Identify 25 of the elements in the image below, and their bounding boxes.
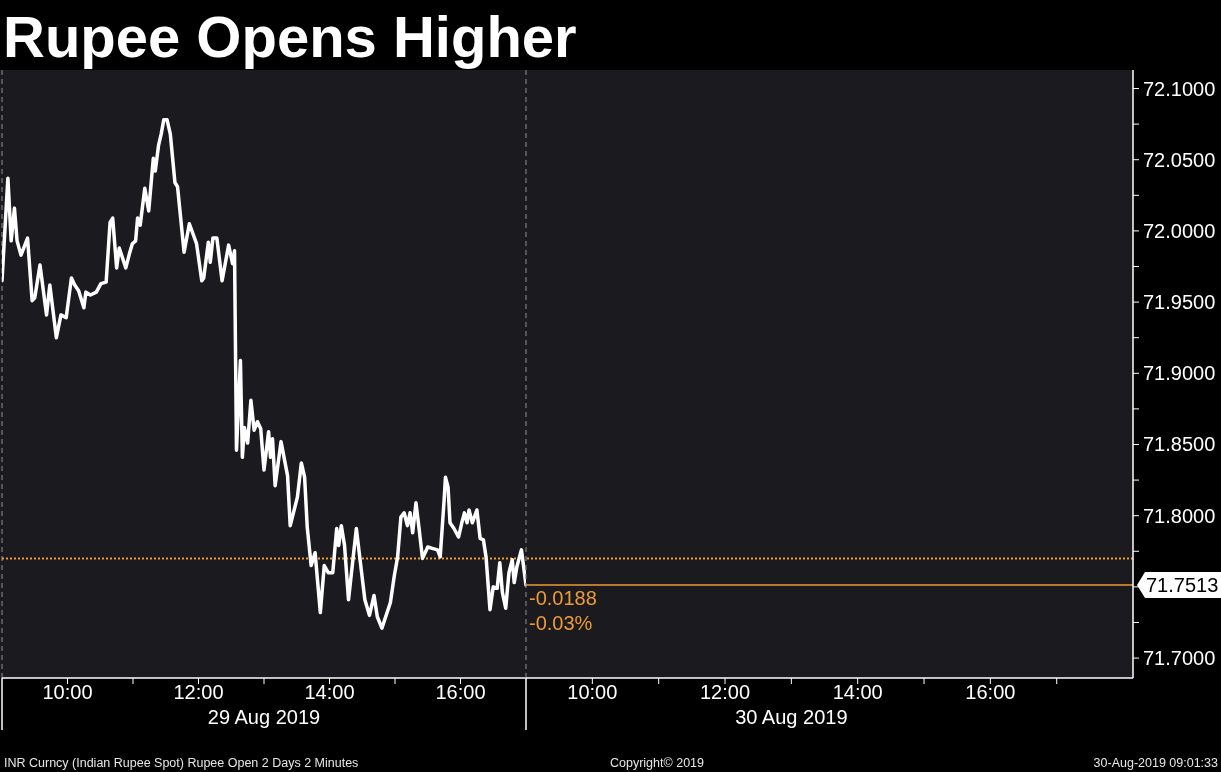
- x-axis-title: 29 Aug 2019: [207, 706, 321, 728]
- text: INR Curncy (Indian Rupee Spot) Rupee Open 2 Days 2 Minutes: [4, 756, 359, 770]
- text: Copyright© 2019: [610, 756, 704, 770]
- y-tick-label: 71.7000: [1143, 647, 1216, 670]
- y-tick-label: 72.0500: [1143, 148, 1216, 171]
- y-tick-label: 71.8000: [1143, 504, 1216, 527]
- x-tick-label: 14:00: [304, 681, 355, 703]
- y-tick-label: 71.9000: [1143, 362, 1216, 385]
- x-tick-label: 12:00: [173, 681, 224, 703]
- x-tick-label: 12:00: [699, 681, 751, 703]
- annotation: -0.03%: [529, 612, 593, 635]
- x-axis-title: 30 Aug 2019: [735, 706, 848, 728]
- y-tick-label: 71.9500: [1143, 291, 1216, 314]
- x-tick-label: 14:00: [832, 681, 883, 703]
- x-tick-label: 16:00: [965, 681, 1016, 703]
- annotation: -0.0188: [529, 587, 597, 610]
- y-tick-label: 71.8500: [1143, 433, 1216, 456]
- chart-title: Rupee Opens Higher: [3, 4, 577, 69]
- y-tick-label: 72.0000: [1143, 219, 1216, 242]
- x-tick-label: 10:00: [42, 681, 93, 703]
- x-tick-label: 16:00: [435, 681, 486, 703]
- text: 30-Aug-2019 09:01:33: [1093, 756, 1218, 770]
- y-tick-label: 72.1000: [1143, 77, 1216, 100]
- ref-line-label: 71.7513: [1146, 574, 1219, 597]
- x-tick-label: 10:00: [567, 681, 618, 703]
